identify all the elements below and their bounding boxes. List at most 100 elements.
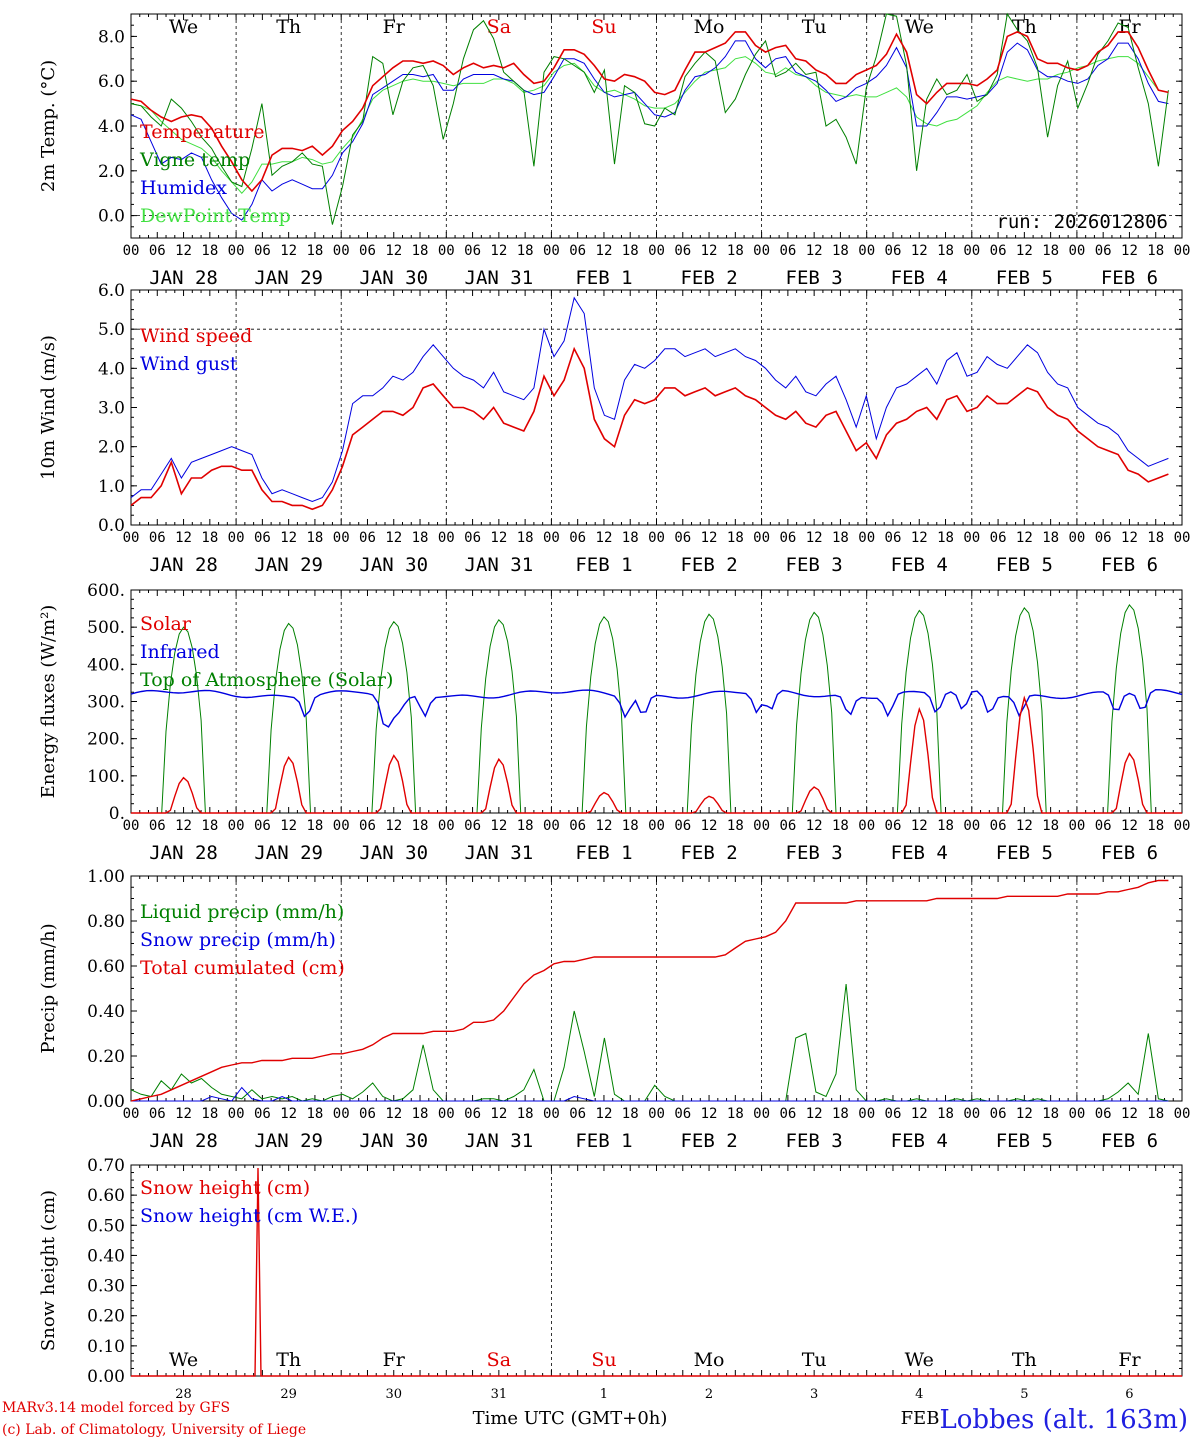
hour-tick-label: 18 [1147,530,1164,546]
weekday-label: We [169,1349,198,1371]
hour-tick-label: 18 [306,1106,323,1122]
y-tick-label: 600. [87,581,125,601]
hour-tick-label: 12 [1016,1106,1033,1122]
hour-tick-label: 00 [543,818,560,834]
hour-tick-label: 06 [254,1106,271,1122]
hour-tick-label: 18 [832,1106,849,1122]
date-label: JAN 29 [254,842,323,864]
hour-tick-label: 12 [1121,530,1138,546]
series-line [131,1167,1182,1377]
hour-tick-label: 12 [490,243,507,259]
hour-tick-label: 18 [412,530,429,546]
date-label: JAN 29 [254,267,323,289]
y-tick-label: 0.0 [98,516,125,536]
y-tick-label: 0.00 [87,1367,125,1387]
y-tick-label: 4.0 [98,117,125,137]
date-label: FEB 2 [680,1130,737,1152]
hour-tick-label: 06 [674,818,691,834]
hour-tick-label: 06 [359,530,376,546]
weekday-label: Fr [383,16,406,38]
hour-tick-label: 12 [1016,530,1033,546]
weekday-label: Fr [1118,1349,1141,1371]
date-label: JAN 29 [254,554,323,576]
date-label: FEB 2 [680,842,737,864]
hour-tick-label: 12 [1016,818,1033,834]
y-tick-label: 1.00 [87,867,125,887]
hour-tick-label: 12 [911,243,928,259]
hour-tick-label: 12 [596,818,613,834]
y-tick-label: 5.0 [98,320,125,340]
hour-tick-label: 18 [727,530,744,546]
hour-tick-label: 12 [911,1106,928,1122]
series-line [130,296,1169,503]
y-tick-label: 3.0 [98,399,125,419]
hour-tick-label: 06 [359,818,376,834]
hour-tick-label: 18 [622,530,639,546]
y-tick-label: 100. [87,767,125,787]
date-label: FEB 6 [1101,267,1158,289]
hour-tick-label: 12 [911,818,928,834]
hour-tick-label: 06 [254,243,271,259]
series-line [131,604,1182,814]
legend-entry: Liquid precip (mm/h) [140,901,344,923]
date-label: JAN 28 [149,842,218,864]
y-tick-label: 2.0 [98,438,125,458]
y-tick-label: 0.20 [87,1047,125,1067]
y-tick-label: 0.10 [87,1337,125,1357]
hour-tick-label: 12 [596,530,613,546]
hour-tick-label: 18 [622,818,639,834]
date-label: FEB 3 [786,267,843,289]
hour-tick-label: 00 [963,818,980,834]
hour-tick-label: 18 [1042,1106,1059,1122]
date-label: FEB 6 [1101,554,1158,576]
date-label: FEB 1 [575,1130,632,1152]
legend-entry: Total cumulated (cm) [140,957,345,979]
hour-tick-label: 18 [517,243,534,259]
hour-tick-label: 00 [438,530,455,546]
hour-tick-label: 18 [622,243,639,259]
hour-tick-label: 00 [438,243,455,259]
hour-tick-label: 12 [1016,243,1033,259]
hour-tick-label: 12 [1121,818,1138,834]
hour-tick-label: 06 [885,530,902,546]
date-label: FEB 4 [891,1130,948,1152]
hour-tick-label: 18 [622,1106,639,1122]
weekday-label: Th [276,1349,301,1371]
legend-entry: Snow height (cm) [140,1177,310,1199]
hour-tick-label: 06 [990,530,1007,546]
hour-tick-label: 06 [885,818,902,834]
hour-tick-label: 06 [149,1106,166,1122]
date-label: FEB 1 [575,554,632,576]
legend-entry: Temperature [140,121,264,143]
precip-panel: 0.00 0.20 0.40 0.60 0.80 1.00 Precip (mm/h) Liq… [38,867,1190,1152]
hour-tick-label: 00 [123,243,140,259]
hour-tick-label: 00 [123,530,140,546]
y-axis-label: Snow height (cm) [38,1190,59,1351]
date-label: FEB 6 [1101,842,1158,864]
hour-tick-label: 00 [438,818,455,834]
y-tick-label: 0.30 [87,1277,125,1297]
hour-tick-label: 06 [569,1106,586,1122]
hour-tick-label: 12 [806,818,823,834]
hour-tick-label: 18 [1147,1106,1164,1122]
series-line [130,31,1169,193]
date-label: FEB 4 [891,554,948,576]
y-tick-label: 6.0 [98,72,125,92]
hour-tick-label: 06 [254,530,271,546]
y-tick-label: 8.0 [98,27,125,47]
hour-tick-label: 18 [306,818,323,834]
hour-tick-label: 18 [937,530,954,546]
date-label: JAN 30 [359,267,428,289]
weekday-label: Su [591,1349,616,1371]
wind-panel: 0.0 1.0 2.0 3.0 4.0 5.0 6.0 10m Wind (m/s) Wind … [38,281,1190,576]
date-label: JAN 31 [465,1130,534,1152]
hour-tick-label: 06 [464,243,481,259]
y-tick-label: 0.50 [87,1216,125,1236]
date-label: FEB 3 [786,554,843,576]
hour-tick-label: 00 [753,818,770,834]
hour-tick-label: 00 [1174,243,1191,259]
hour-tick-label: 12 [701,1106,718,1122]
hour-tick-label: 18 [1042,243,1059,259]
hour-tick-label: 06 [779,243,796,259]
day-number-label: 30 [385,1387,402,1402]
